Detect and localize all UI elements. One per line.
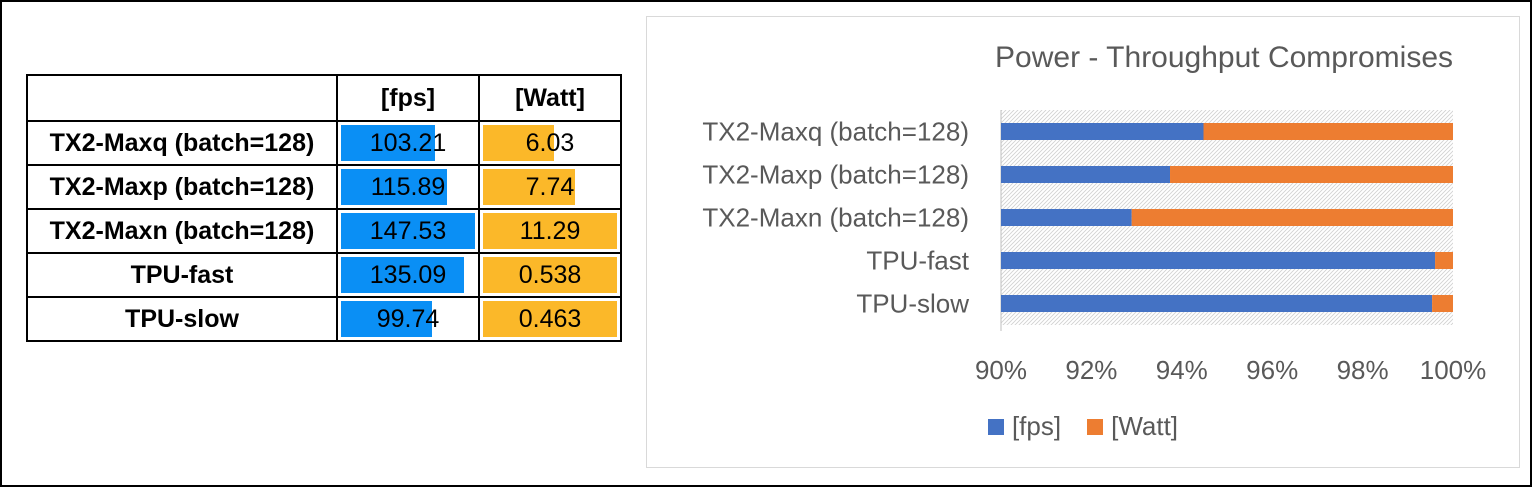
fps-cell: 103.21 [336,120,480,166]
watt-cell: 7.74 [478,164,622,210]
row-label: TX2-Maxp (batch=128) [26,164,338,210]
legend-label-watt: [Watt] [1111,411,1179,441]
category-label: TPU-slow [856,289,969,319]
legend-swatch-fps [987,418,1004,435]
category-label: TX2-Maxp (batch=128) [702,160,969,190]
fps-data-bar [341,213,475,249]
bar-watt [1435,252,1453,269]
data-table: [fps] [Watt] TX2-Maxq (batch=128) 103.21 6… [26,74,622,342]
fps-value: 99.74 [376,304,440,333]
legend-swatch-watt [1087,418,1104,435]
fps-data-bar [341,125,435,161]
fps-cell: 99.74 [336,296,480,342]
table-row: TPU-slow 99.74 0.463 [26,296,622,342]
bar-watt [1432,295,1453,312]
x-tick-label: 96% [1246,355,1298,385]
fps-cell: 135.09 [336,252,480,298]
fps-value: 103.21 [369,128,447,157]
fps-value: 147.53 [369,216,447,245]
watt-data-bar [483,169,576,205]
bar-watt [1131,209,1453,226]
table-header-row: [fps] [Watt] [26,74,622,122]
fps-data-bar [341,169,447,205]
x-tick-label: 90% [975,355,1027,385]
fps-value: 115.89 [370,172,446,201]
fps-cell: 115.89 [336,164,480,210]
table-row: TPU-fast 135.09 0.538 [26,252,622,298]
header-empty-cell [26,74,338,122]
chart-title: Power - Throughput Compromises [995,41,1453,74]
table-row: TX2-Maxq (batch=128) 103.21 6.03 [26,120,622,166]
watt-value: 0.538 [518,260,582,289]
chart-plot: TX2-Maxq (batch=128) TX2-Maxp (batch=128)… [702,110,1487,385]
watt-data-bar [483,213,617,249]
legend-label-fps: [fps] [1011,411,1062,441]
bar-fps [1001,209,1132,226]
bar-fps [1001,123,1204,140]
category-label: TX2-Maxq (batch=128) [702,117,969,147]
bar-watt [1203,123,1453,140]
row-label: TPU-slow [26,296,338,342]
row-label: TX2-Maxq (batch=128) [26,120,338,166]
legend-item-fps: [fps] [987,411,1062,442]
watt-value: 0.463 [518,304,582,333]
fps-data-bar [341,301,433,337]
watt-cell: 0.463 [478,296,622,342]
category-label: TX2-Maxn (batch=128) [702,203,969,233]
watt-value: 7.74 [525,172,575,201]
category-label: TPU-fast [866,246,969,276]
row-label: TPU-fast [26,252,338,298]
row-label: TX2-Maxn (batch=128) [26,208,338,254]
bar-fps [1001,166,1171,183]
watt-cell: 6.03 [478,120,622,166]
table-row: TX2-Maxp (batch=128) 115.89 7.74 [26,164,622,210]
watt-cell: 11.29 [478,208,622,254]
bar-fps [1001,252,1436,269]
x-tick-label: 100% [1420,355,1487,385]
watt-data-bar [483,125,555,161]
bar-watt [1170,166,1453,183]
table-row: TX2-Maxn (batch=128) 147.53 11.29 [26,208,622,254]
x-tick-label: 98% [1337,355,1389,385]
x-tick-label: 92% [1065,355,1117,385]
fps-cell: 147.53 [336,208,480,254]
watt-value: 6.03 [525,128,575,157]
x-tick-label: 94% [1156,355,1208,385]
bar-fps [1001,295,1433,312]
chart-panel: TX2-Maxq (batch=128) TX2-Maxp (batch=128)… [646,16,1520,468]
fps-data-bar [341,257,465,293]
fps-value: 135.09 [369,260,447,289]
watt-data-bar [483,301,617,337]
legend-item-watt: [Watt] [1087,411,1178,442]
chart-legend: [fps] [Watt] [647,411,1519,442]
watt-cell: 0.538 [478,252,622,298]
watt-value: 11.29 [519,216,581,245]
watt-data-bar [483,257,617,293]
header-watt: [Watt] [478,74,622,122]
header-fps: [fps] [336,74,480,122]
